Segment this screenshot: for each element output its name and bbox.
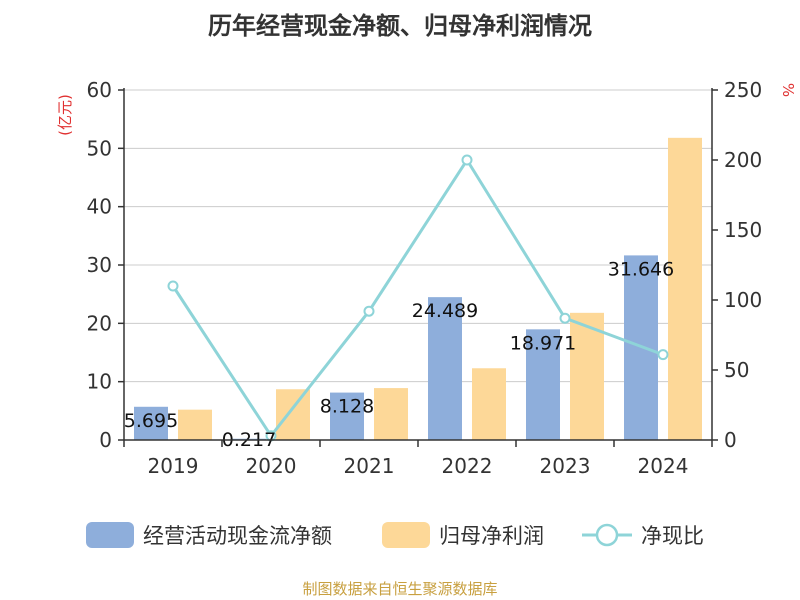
axes-layer: 0 10 20 30 40 50 60 0 50 100 150 200 250 2019 2020 2021… [87, 78, 763, 478]
bar-net-profit-2020 [276, 389, 310, 440]
left-tick-label: 0 [99, 428, 112, 452]
x-tick-label-2021: 2021 [344, 454, 395, 478]
data-label-2019: 5.695 [124, 410, 178, 432]
data-label-2024: 31.646 [608, 258, 674, 280]
legend-label-net-profit: 归母净利润 [439, 524, 544, 548]
chart-title: 历年经营现金净额、归母净利润情况 [208, 12, 592, 40]
data-label-2021: 8.128 [320, 396, 374, 418]
line-layer [167, 154, 669, 442]
point-net-cash-ratio-2024 [657, 349, 669, 361]
left-tick-label: 20 [87, 311, 112, 335]
left-tick-label: 10 [87, 370, 112, 394]
x-tick-label-2019: 2019 [148, 454, 199, 478]
legend-label-operating-cashflow: 经营活动现金流净额 [143, 524, 332, 548]
bar-operating-cashflow-2023 [526, 329, 560, 440]
right-tick-label: 250 [724, 78, 762, 102]
right-tick-label: 50 [724, 358, 749, 382]
bar-net-profit-2019 [178, 409, 212, 440]
point-net-cash-ratio-2019 [167, 280, 179, 292]
right-tick-label: 100 [724, 288, 762, 312]
right-axis-unit: % [779, 83, 797, 97]
left-tick-label: 60 [87, 78, 112, 102]
legend: 经营活动现金流净额 归母净利润 净现比 [86, 522, 704, 548]
bar-operating-cashflow-2019 [134, 406, 168, 440]
bar-operating-cashflow-2021 [330, 392, 364, 440]
point-net-cash-ratio-2022 [461, 154, 473, 166]
data-label-2023: 18.971 [510, 332, 576, 354]
left-tick-label: 40 [87, 195, 112, 219]
grid-lines [124, 89, 712, 383]
right-tick-label: 200 [724, 148, 762, 172]
line-net-cash-ratio [171, 157, 664, 439]
legend-marker-net-cash-ratio [595, 523, 619, 547]
data-label-2022: 24.489 [412, 300, 478, 322]
bar-net-profit-2023 [570, 312, 604, 440]
x-tick-label-2023: 2023 [540, 454, 591, 478]
bar-net-profit-2024 [668, 137, 702, 441]
legend-swatch-operating-cashflow [86, 522, 134, 548]
point-net-cash-ratio-2023 [559, 312, 571, 324]
left-tick-label: 30 [87, 253, 112, 277]
bars-layer [134, 137, 702, 441]
bar-operating-cashflow-2022 [428, 297, 462, 440]
legend-swatch-net-profit [382, 522, 430, 548]
bar-net-profit-2022 [472, 368, 506, 440]
legend-label-net-cash-ratio: 净现比 [641, 524, 704, 548]
data-source-footer: 制图数据来自恒生聚源数据库 [302, 580, 498, 598]
left-tick-label: 50 [87, 136, 112, 160]
point-net-cash-ratio-2021 [363, 305, 375, 317]
right-tick-label: 150 [724, 218, 762, 242]
right-tick-label: 0 [724, 428, 737, 452]
x-tick-label-2022: 2022 [442, 454, 493, 478]
left-axis-unit: (亿元) [56, 94, 74, 136]
bar-net-profit-2021 [374, 388, 408, 440]
x-tick-label-2020: 2020 [246, 454, 297, 478]
x-tick-label-2024: 2024 [638, 454, 689, 478]
